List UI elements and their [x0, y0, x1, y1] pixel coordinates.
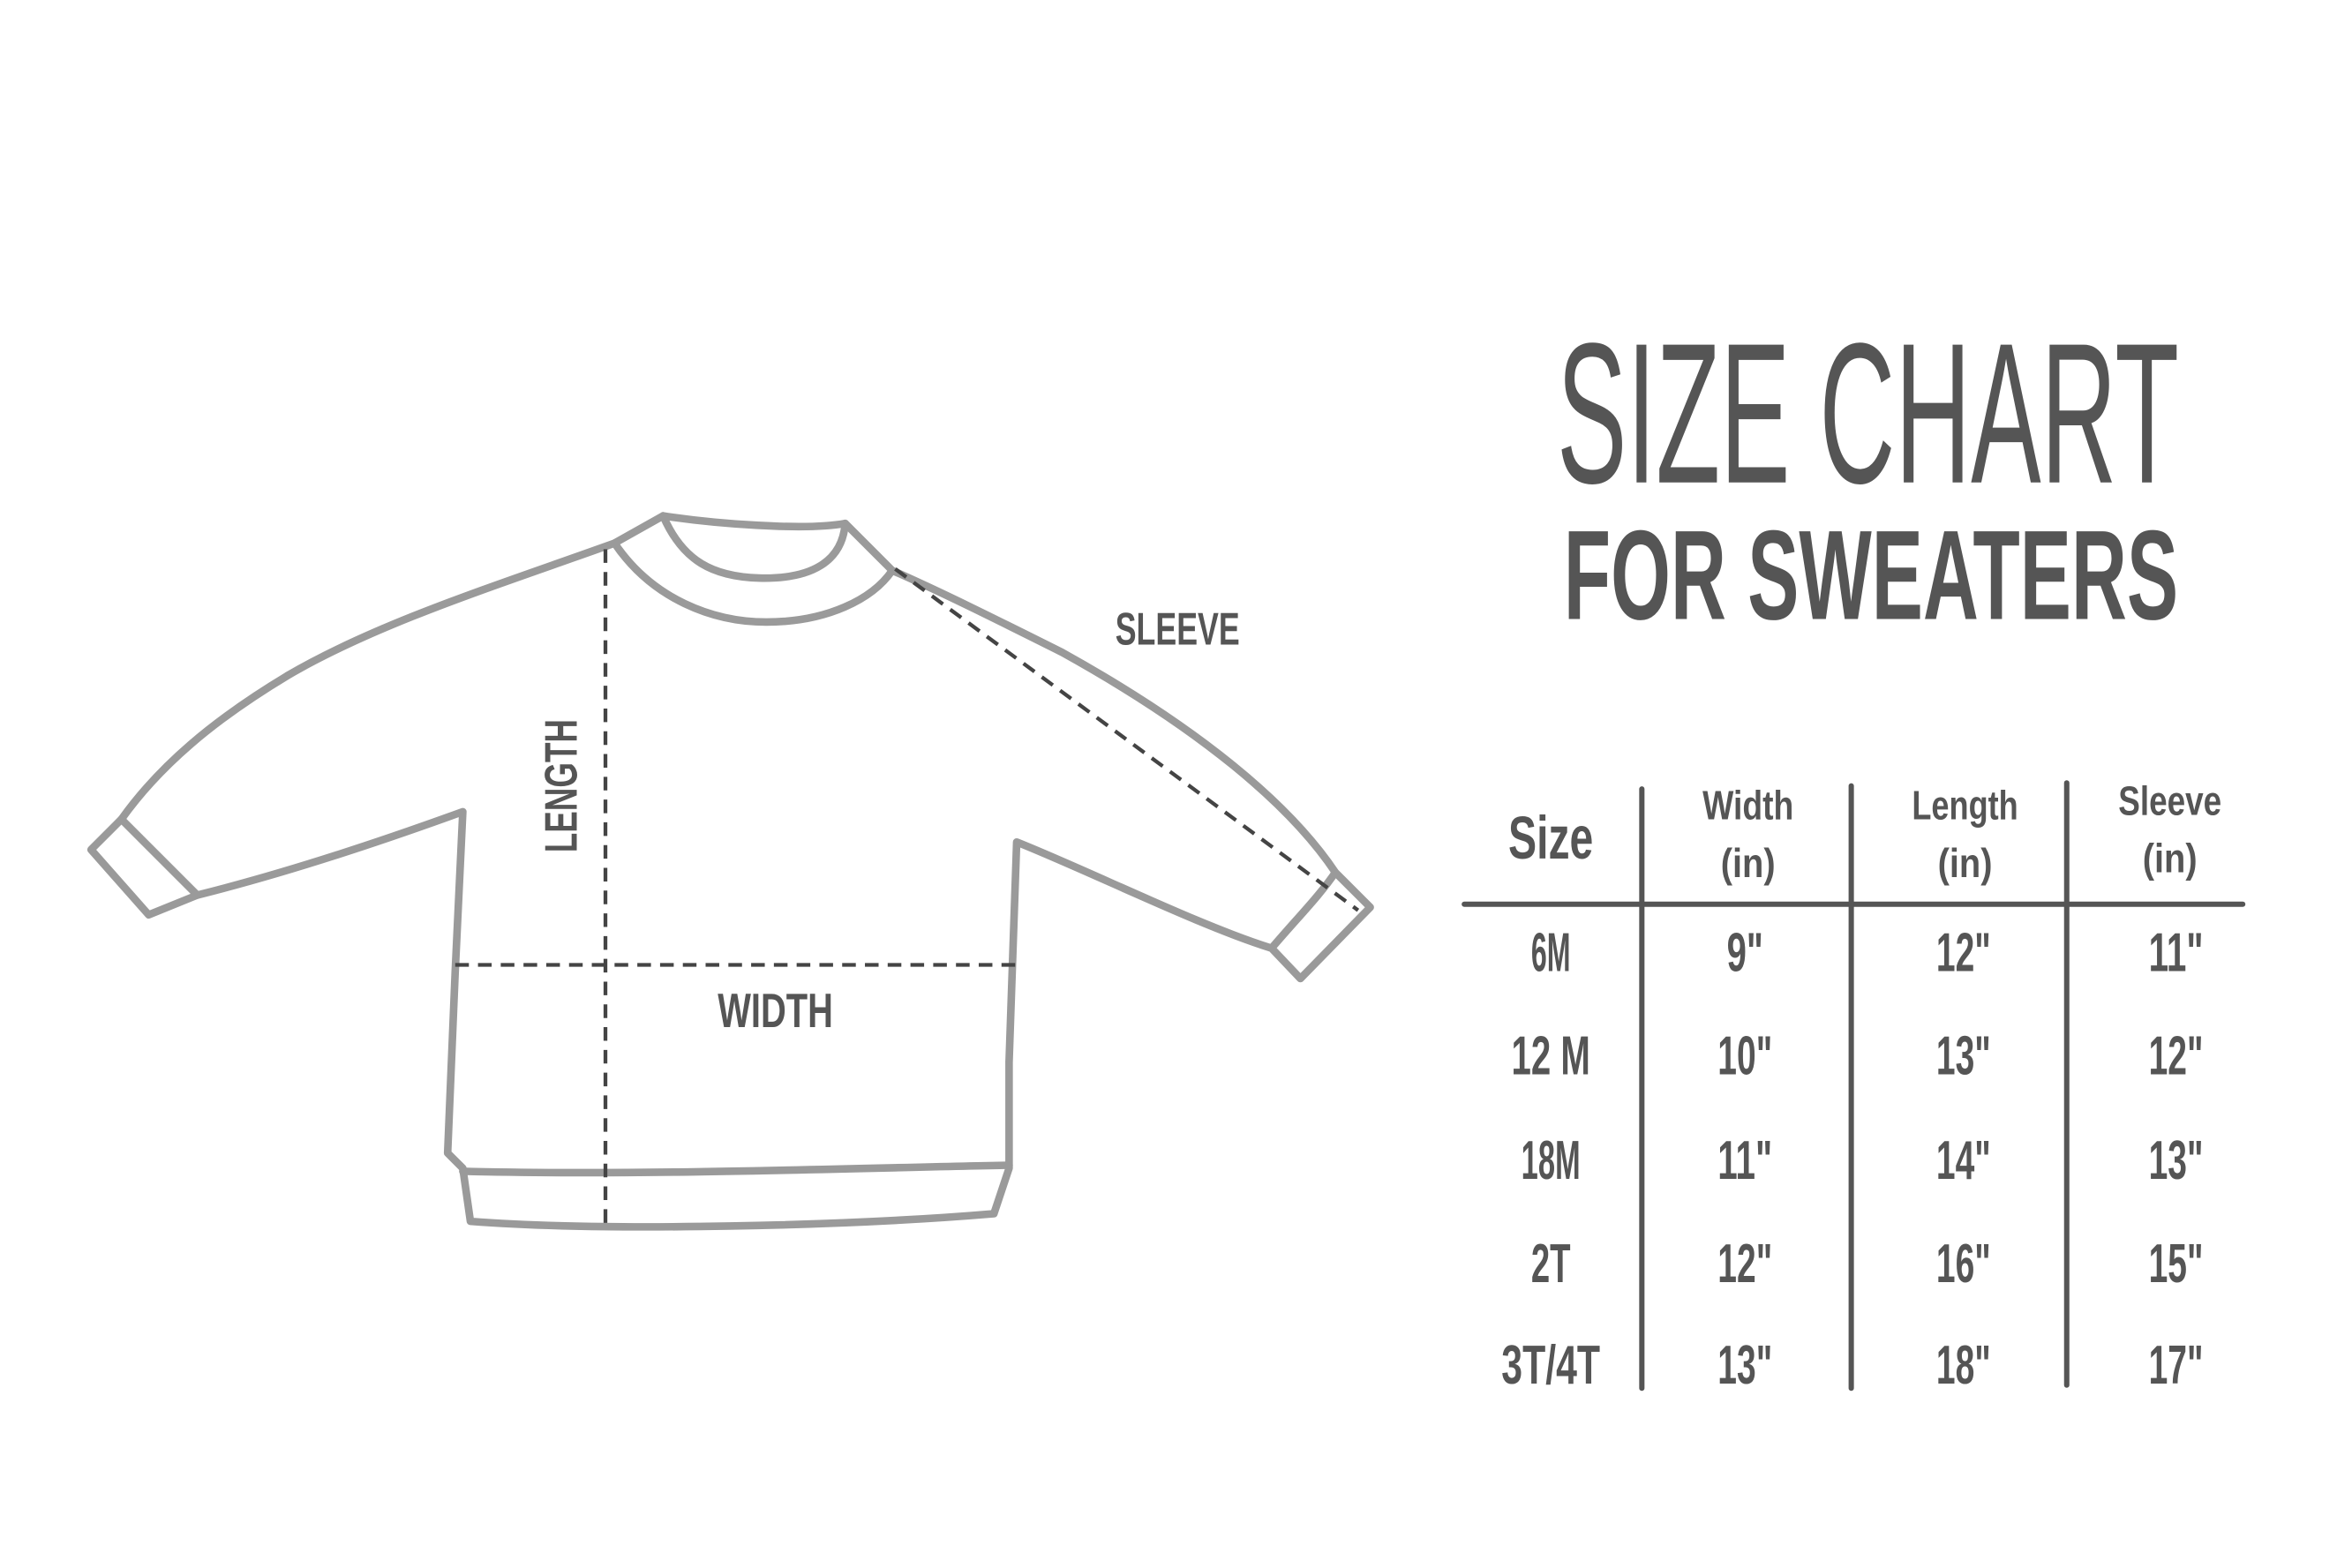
header-width: Width [1702, 782, 1793, 828]
header-sleeve-unit: (in) [2143, 836, 2198, 882]
cell-sleeve: 15" [2149, 1234, 2204, 1294]
sweater-collar [611, 539, 897, 626]
cell-size: 2T [1531, 1234, 1571, 1294]
size-table: Size Width (in) Length (in) Sleeve (in) … [1462, 777, 2246, 1396]
sweater-neckline [659, 512, 849, 582]
right-cuff-line [1267, 868, 1340, 952]
cell-sleeve: 12" [2149, 1025, 2204, 1086]
header-sleeve: Sleeve [2118, 777, 2221, 823]
length-label: LENGTH [535, 719, 586, 852]
cell-width: 13" [1717, 1335, 1772, 1396]
cell-width: 11" [1717, 1130, 1772, 1191]
cell-size: 18M [1522, 1130, 1581, 1191]
cell-length: 14" [1936, 1130, 1991, 1191]
header-size: Size [1508, 804, 1593, 872]
hem-line [459, 1161, 1013, 1177]
table-row: 6M 9" 12" 11" [1531, 922, 2204, 983]
header-width-unit: (in) [1721, 840, 1776, 886]
table-row: 18M 11" 14" 13" [1522, 1130, 2204, 1191]
table-row: 12 M 10" 13" 12" [1511, 1025, 2203, 1086]
cell-size: 3T/4T [1501, 1335, 1600, 1396]
title-line1: SIZE CHART [1557, 303, 2179, 526]
sweater-outline [86, 512, 1374, 1231]
cell-sleeve: 17" [2149, 1335, 2204, 1396]
cell-length: 18" [1936, 1335, 1991, 1396]
sleeve-label: SLEEVE [1116, 604, 1240, 655]
title-line2: FOR SWEATERS [1564, 504, 2178, 647]
table-row: 3T/4T 13" 18" 17" [1501, 1335, 2203, 1396]
sweater-illustration: SLEEVE LENGTH WIDTH [86, 512, 1374, 1233]
cell-sleeve: 13" [2149, 1130, 2204, 1191]
table-row: 2T 12" 16" 15" [1531, 1234, 2204, 1294]
cell-length: 12" [1936, 922, 1991, 983]
cell-length: 13" [1936, 1025, 1991, 1086]
left-cuff-line [117, 815, 201, 899]
cell-width: 9" [1727, 922, 1763, 983]
cell-size: 12 M [1511, 1025, 1589, 1086]
cell-size: 6M [1531, 922, 1571, 983]
header-length-unit: (in) [1938, 840, 1993, 886]
cell-length: 16" [1936, 1234, 1991, 1294]
width-label: WIDTH [718, 983, 833, 1038]
header-length: Length [1912, 782, 2018, 828]
cell-width: 12" [1717, 1234, 1772, 1294]
sleeve-measure-line [894, 567, 1360, 912]
cell-sleeve: 11" [2149, 922, 2204, 983]
cell-width: 10" [1717, 1025, 1772, 1086]
